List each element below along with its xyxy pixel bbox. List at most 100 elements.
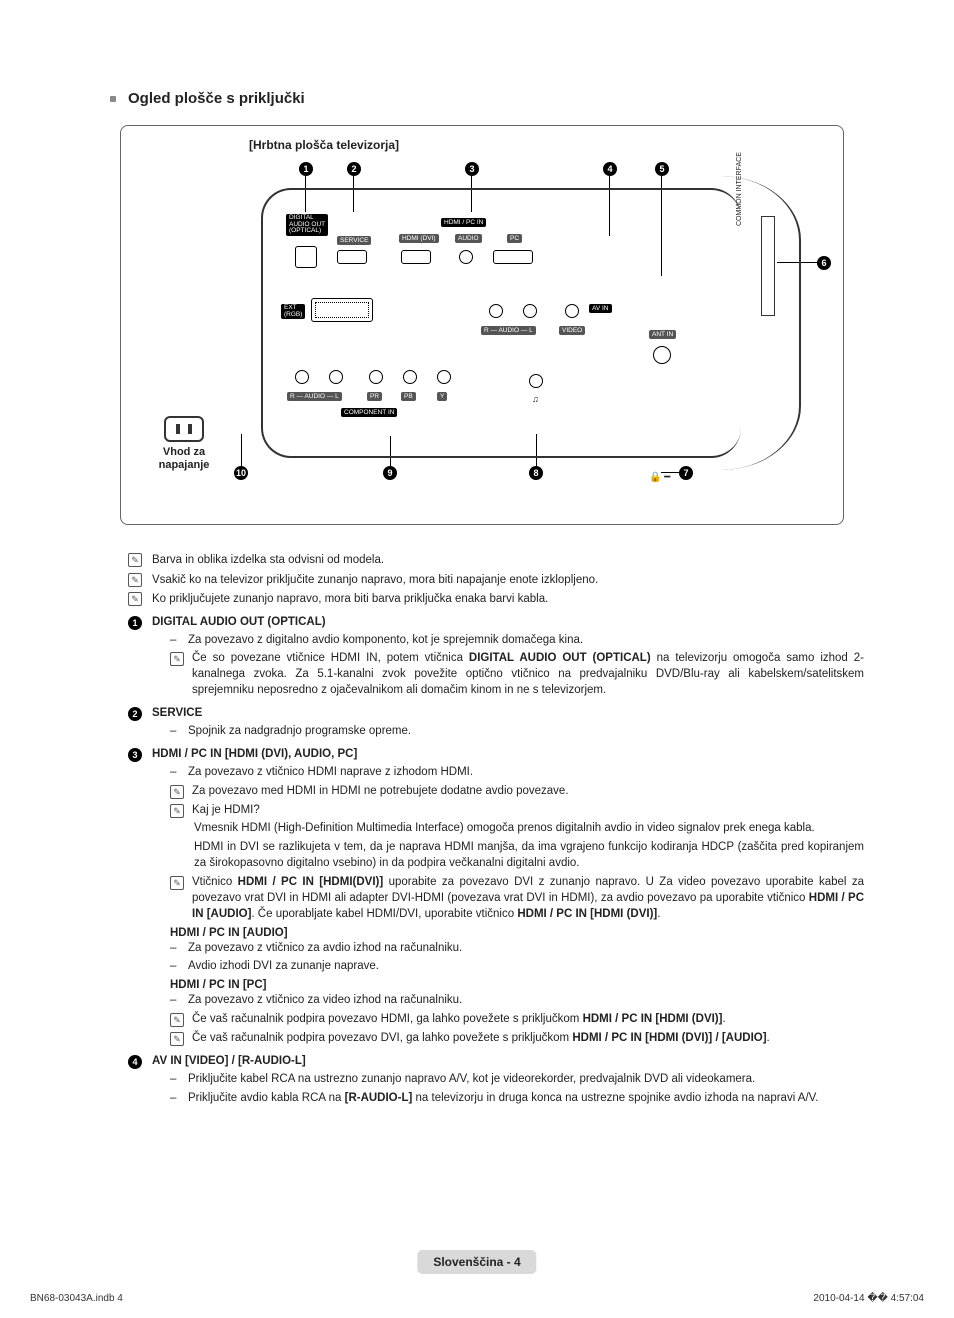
- leader: [241, 434, 242, 466]
- item-bullet: –Priključite kabel RCA na ustrezno zunan…: [170, 1072, 864, 1088]
- note-icon: [170, 876, 184, 890]
- diagram-title: [Hrbtna plošča televizorja]: [249, 138, 825, 152]
- common-interface-label: COMMON INTERFACE: [736, 152, 743, 226]
- note-icon: [170, 1032, 184, 1046]
- connector-item: 1 DIGITAL AUDIO OUT (OPTICAL) –Za povezavo…: [128, 616, 864, 699]
- item-number: 1: [128, 616, 142, 630]
- kensington-lock-icon: 🔒 ━: [649, 472, 670, 483]
- note-icon: [128, 592, 142, 606]
- item-bullet: –Za povezavo z vtičnico za video izhod n…: [170, 993, 864, 1009]
- item-indent-text: HDMI in DVI se razlikujeta v tem, da je …: [194, 840, 864, 872]
- intro-notes: Barva in oblika izdelka sta odvisni od m…: [128, 553, 864, 608]
- note-text: Barva in oblika izdelka sta odvisni od m…: [152, 553, 384, 569]
- callout-1: 1: [299, 162, 313, 176]
- item-bullet: –Za povezavo z vtičnico za avdio izhod n…: [170, 941, 864, 957]
- item-bullet: –Za povezavo z digitalno avdio komponent…: [170, 633, 864, 649]
- callout-5: 5: [655, 162, 669, 176]
- item-title: DIGITAL AUDIO OUT (OPTICAL): [152, 616, 326, 628]
- note-icon: [170, 1013, 184, 1027]
- footer-file: BN68-03043A.indb 4: [30, 1293, 123, 1304]
- port-label-digital-audio: DIGITALAUDIO OUT(OPTICAL): [286, 214, 328, 236]
- port-headphone: [529, 374, 543, 388]
- port-pc-vga: [493, 250, 533, 264]
- port-label-pc: PC: [507, 234, 522, 243]
- port-service: [337, 250, 367, 264]
- item-title: HDMI / PC IN [HDMI (DVI), AUDIO, PC]: [152, 748, 357, 760]
- item-bullet: –Avdio izhodi DVI za zunanje naprave.: [170, 959, 864, 975]
- callout-7: 7: [679, 466, 693, 480]
- port-label-comp-audio: R — AUDIO — L: [287, 392, 342, 401]
- item-note: Kaj je HDMI?: [170, 803, 864, 819]
- rear-panel-diagram: [Hrbtna plošča televizorja] 1 2 3 4 5 6 …: [120, 125, 844, 525]
- note-text: Ko priključujete zunanjo napravo, mora b…: [152, 592, 548, 608]
- item-number: 3: [128, 748, 142, 762]
- port-antenna: [653, 346, 671, 364]
- item-indent-text: Vmesnik HDMI (High-Definition Multimedia…: [194, 821, 864, 837]
- item-bullet: –Priključite avdio kabla RCA na [R-AUDIO…: [170, 1091, 864, 1107]
- item-subhead: HDMI / PC IN [PC]: [170, 979, 864, 991]
- note-icon: [128, 553, 142, 567]
- port-label-y: Y: [437, 392, 447, 401]
- port-hdmi-audio: [459, 250, 473, 264]
- port-label-component-in: COMPONENT IN: [341, 408, 397, 417]
- section-title: Ogled plošče s priključki: [128, 90, 864, 107]
- item-number: 2: [128, 707, 142, 721]
- note-text: Vsakič ko na televizor priključite zunan…: [152, 573, 598, 589]
- headphone-icon: ♫: [532, 394, 539, 404]
- power-inlet: Vhod za napajanje: [141, 416, 227, 472]
- callout-6: 6: [817, 256, 831, 270]
- port-label-ext-rgb: EXT(RGB): [281, 304, 305, 319]
- port-label-hdmi-pc-in: HDMI / PC IN: [441, 218, 486, 227]
- port-comp-audio-l: [329, 370, 343, 384]
- port-comp-y: [437, 370, 451, 384]
- port-av-video: [565, 304, 579, 318]
- item-note: Vtičnico HDMI / PC IN [HDMI(DVI)] uporab…: [170, 875, 864, 923]
- note-icon: [128, 573, 142, 587]
- item-subhead: HDMI / PC IN [AUDIO]: [170, 927, 864, 939]
- port-label-pr: PR: [367, 392, 382, 401]
- power-port: [164, 416, 204, 442]
- port-comp-pb: [403, 370, 417, 384]
- item-number: 4: [128, 1055, 142, 1069]
- connector-item: 2 SERVICE –Spojnik za nadgradnjo programsk…: [128, 707, 864, 740]
- port-label-av-in: AV IN: [589, 304, 612, 313]
- common-interface-slot: [761, 216, 775, 316]
- note-icon: [170, 804, 184, 818]
- port-label-video: VIDEO: [559, 326, 585, 335]
- port-label-hdmi-dvi: HDMI (DVI): [399, 234, 439, 243]
- power-label: Vhod za napajanje: [141, 446, 227, 472]
- port-label-ant-in: ANT IN: [649, 330, 676, 339]
- item-title: SERVICE: [152, 707, 202, 719]
- port-comp-pr: [369, 370, 383, 384]
- port-av-audio-r: [489, 304, 503, 318]
- callout-10: 10: [234, 466, 248, 480]
- footer-timestamp: 2010-04-14 �� 4:57:04: [813, 1293, 924, 1304]
- port-label-audio: AUDIO: [455, 234, 482, 243]
- item-bullet: –Za povezavo z vtičnico HDMI naprave z i…: [170, 765, 864, 781]
- connector-item: 4 AV IN [VIDEO] / [R-AUDIO-L] –Priključite…: [128, 1055, 864, 1107]
- item-note: Za povezavo med HDMI in HDMI ne potrebuj…: [170, 784, 864, 800]
- item-title: AV IN [VIDEO] / [R-AUDIO-L]: [152, 1055, 306, 1067]
- port-label-service: SERVICE: [337, 236, 371, 245]
- port-comp-audio-r: [295, 370, 309, 384]
- note-icon: [170, 785, 184, 799]
- item-note: Če vaš računalnik podpira povezavo HDMI,…: [170, 1012, 864, 1028]
- tv-back-panel: [261, 188, 741, 458]
- note-icon: [170, 652, 184, 666]
- item-bullet: –Spojnik za nadgradnjo programske opreme…: [170, 724, 864, 740]
- port-label-r-audio-l: R — AUDIO — L: [481, 326, 536, 335]
- connector-item: 3 HDMI / PC IN [HDMI (DVI), AUDIO, PC] –Za…: [128, 748, 864, 1047]
- port-av-audio-l: [523, 304, 537, 318]
- port-scart: [311, 298, 373, 322]
- callout-8: 8: [529, 466, 543, 480]
- callout-2: 2: [347, 162, 361, 176]
- page-language-badge: Slovenščina - 4: [417, 1250, 536, 1274]
- item-note: Če vaš računalnik podpira povezavo DVI, …: [170, 1031, 864, 1047]
- item-note: Če so povezane vtičnice HDMI IN, potem v…: [170, 651, 864, 699]
- callout-9: 9: [383, 466, 397, 480]
- callout-3: 3: [465, 162, 479, 176]
- port-optical: [295, 246, 317, 268]
- port-label-pb: PB: [401, 392, 416, 401]
- callout-4: 4: [603, 162, 617, 176]
- port-hdmi-dvi: [401, 250, 431, 264]
